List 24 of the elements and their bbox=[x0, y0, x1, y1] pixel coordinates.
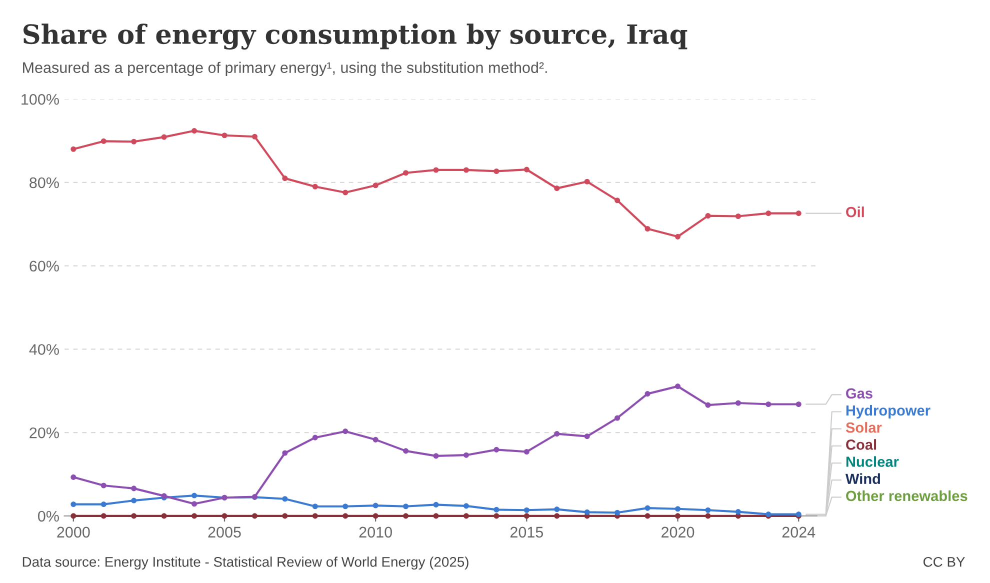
y-tick-label: 100% bbox=[22, 94, 59, 105]
legend-label: Wind bbox=[845, 473, 880, 484]
y-tick-label: 20% bbox=[30, 427, 59, 438]
x-tick-label: 2005 bbox=[208, 526, 241, 538]
text: Oil bbox=[846, 206, 864, 218]
x-tick-label: 2015 bbox=[510, 526, 544, 538]
chart-subtitle: Measured as a percentage of primary energy¹, using the substitution method². bbox=[23, 62, 547, 76]
y-tick-label: 40% bbox=[29, 344, 59, 355]
text: CC BY bbox=[924, 556, 965, 567]
x-tick-label: 2024 bbox=[782, 526, 816, 538]
y-tick-label: 0% bbox=[38, 510, 59, 522]
x-tick-label: 2020 bbox=[662, 526, 694, 538]
x-tick-label: 2010 bbox=[359, 526, 392, 538]
text: Coal bbox=[846, 439, 876, 450]
legend-label: Solar bbox=[846, 422, 882, 433]
legend-label: Other renewables bbox=[846, 490, 968, 502]
y-tick-label: 60% bbox=[30, 260, 59, 272]
y-tick-label: 80% bbox=[30, 177, 59, 188]
legend-label: Nuclear bbox=[846, 456, 899, 467]
chart-title: Share of energy consumption by source, Iraq bbox=[24, 24, 688, 50]
x-tick-label: 2000 bbox=[57, 526, 90, 538]
text: Hydropower bbox=[846, 404, 930, 419]
source-note: Data source: Energy Institute - Statistical Review of World Energy (2025) bbox=[22, 556, 468, 570]
text: Gas bbox=[846, 388, 872, 399]
